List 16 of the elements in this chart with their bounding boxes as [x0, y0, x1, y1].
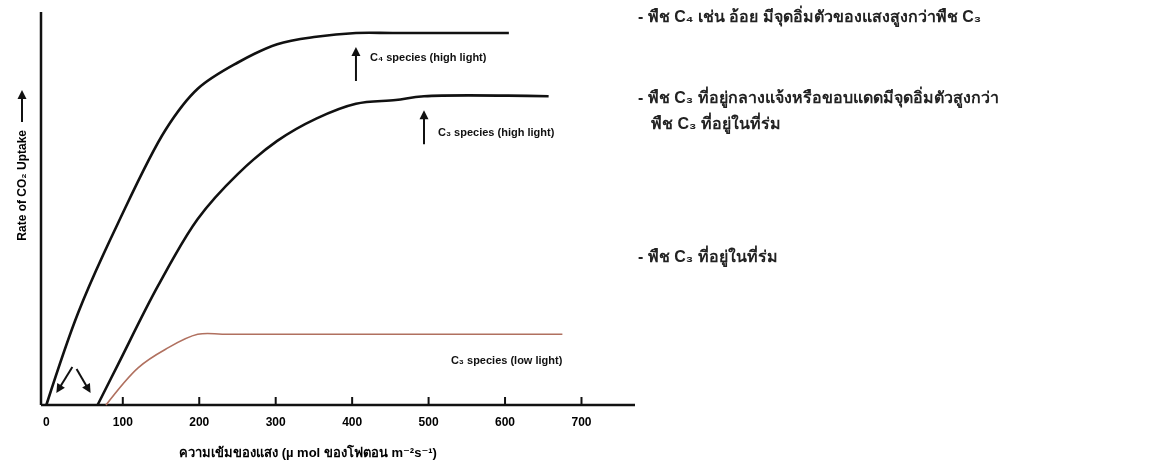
- text: C₃ species (high light): [438, 126, 555, 139]
- text: - พืช C₄ เช่น อ้อย มีจุดอิ่มตัวของแสงสูงกว่าพืช C₃: [638, 5, 982, 28]
- x-tick-label: 700: [571, 415, 592, 429]
- text: - พืช C₃ ที่อยู่ในที่ร่ม: [638, 245, 778, 268]
- legend-label: C₄ species (high light): [369, 51, 487, 63]
- x-tick-label: 200: [189, 415, 210, 429]
- y-axis-title: Rate of CO₂ Uptake: [15, 129, 29, 241]
- x-tick-label: 0: [43, 415, 51, 429]
- x-tick-label: 600: [495, 415, 516, 429]
- x-tick-label: 100: [112, 415, 134, 429]
- x-tick-label: 300: [265, 415, 287, 429]
- x-axis-title: ความเข้มของแสง (µ mol ของโฟตอน m⁻²s⁻¹): [179, 444, 437, 460]
- x-tick-label: 500: [418, 415, 439, 429]
- series-label: C₃ species (low light): [450, 354, 563, 367]
- text: - พืช C₃ ที่อยู่กลางแจ้งหรือขอบแดดมีจุดอิ่มตัวสูงกว่า พืช C₃ ที่อยู่ในที่ร่ม: [638, 86, 999, 135]
- x-tick-label: 400: [342, 415, 363, 429]
